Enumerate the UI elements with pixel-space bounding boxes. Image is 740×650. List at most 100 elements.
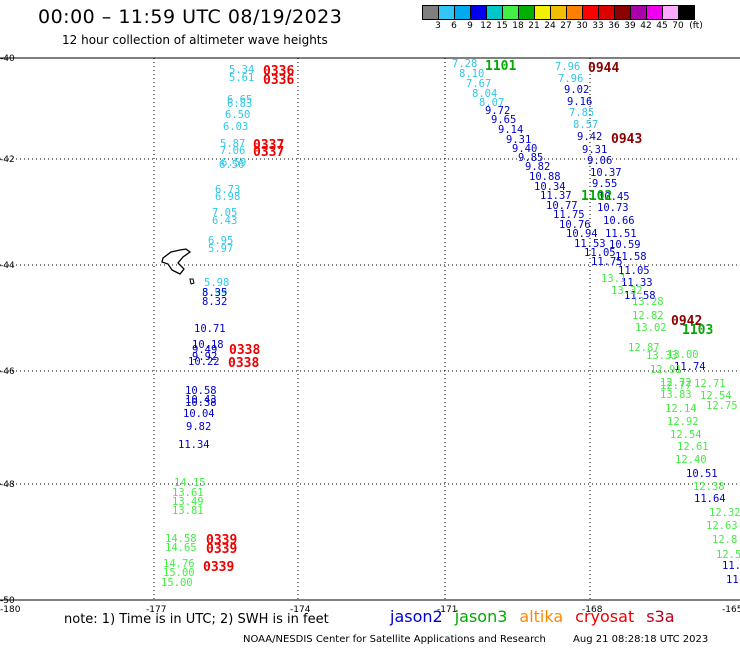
pass-time-label: 0339 [203,560,234,575]
wave-height-label: 12.61 [677,441,709,453]
wave-height-label: 11.9 [726,574,740,586]
pass-time-label: 0339 [206,533,237,548]
wave-height-label: 9.92 [192,351,217,363]
y-axis-label: -46 [0,367,15,377]
scale-label: 15 [496,21,508,31]
pass-time-label: 0943 [611,132,642,147]
wave-height-label: 8.32 [202,296,227,308]
wave-height-label: 13.61 [172,487,204,499]
wave-height-label: 7.05 [212,207,237,219]
scale-label: 21 [528,21,540,31]
island-coastline [161,248,195,285]
wave-height-label: 9.49 [192,344,217,356]
wave-height-label: 6.56 [219,159,244,171]
wave-height-label: 12.54 [670,429,702,441]
wave-height-label: 5.61 [229,72,254,84]
pass-time-label: 1103 [682,323,713,338]
wave-height-label: 5.34 [229,64,254,76]
wave-height-label: 7.06 [220,145,245,157]
wave-height-label: 13.33 [646,350,678,362]
wave-height-label: 13.1 [601,273,626,285]
wave-height-label: 10.88 [529,171,561,183]
wave-height-label: 9.72 [485,105,510,117]
wave-height-label: 9.31 [506,134,531,146]
wave-height-label: 11.75 [591,256,623,268]
wave-height-label: 10.94 [566,228,598,240]
wave-height-label: 10.37 [590,167,622,179]
x-axis-label: -165 [722,605,740,615]
wave-height-label: 5.98 [204,277,229,289]
wave-height-label: 9.82 [525,161,550,173]
wave-height-label: 7.85 [569,107,594,119]
wave-height-label: 11.64 [694,493,726,505]
wave-height-label: 5.87 [220,138,245,150]
wave-height-label: 7.96 [555,61,580,73]
wave-height-label: 5.97 [208,243,233,255]
x-axis-labels: -180 -177 -174 -171 -168 -165 [0,605,740,615]
wave-height-label: 15.00 [163,567,195,579]
legend-cryosat: cryosat [575,607,635,626]
pass-time-label: 0336 [263,73,294,88]
pass-time-label: 0944 [588,61,619,76]
wave-height-label: 12.75 [706,400,738,412]
wave-height-label: 6.95 [208,235,233,247]
wave-height-label: 8.35 [202,287,227,299]
wave-height-label: 12.14 [665,403,697,415]
wave-height-label: 13.81 [172,505,204,517]
wave-height-label: 6.98 [215,191,240,203]
wave-height-label: 6.65 [227,94,252,106]
legend-altika: altika [519,607,564,626]
wave-height-label: 12.92 [667,416,699,428]
y-axis-label: -42 [0,155,15,165]
wave-height-label: 7.28 [452,58,477,70]
wave-height-label: 8.07 [479,97,504,109]
wave-height-observations: 5.345.61 6.656.836.506.03 5.877.066.596.56… [161,58,740,589]
map-title: 00:00 – 11:59 UTC 08/19/2023 [38,6,343,28]
wave-height-label: 11.51 [605,228,637,240]
pass-time-label: 0336 [263,64,294,79]
wave-height-label: 6.73 [215,184,240,196]
wave-height-label: 9.31 [582,144,607,156]
pass-time-label: 0338 [228,356,259,371]
pass-time-label: 1102 [581,189,612,204]
scale-label: 30 [576,21,588,31]
wave-height-label: 11.9 [722,560,740,572]
y-axis-label: -48 [0,480,15,490]
wave-height-label: 14.65 [165,542,197,554]
wave-height-label: 12.5 [716,549,740,561]
wave-height-label: 12.91 [650,364,682,376]
wave-height-label: 12.72 [660,377,692,389]
wave-height-label: 10.77 [546,200,578,212]
wave-height-label: 13.02 [635,322,667,334]
x-axis-label: -171 [437,605,457,615]
wave-height-label: 6.83 [227,98,252,110]
note-text: note: 1) Time is in UTC; 2) SWH is in fe… [64,612,329,627]
pass-time-label: 0337 [253,145,284,160]
wave-height-label: 9.82 [186,421,211,433]
wave-height-label: 10.59 [609,239,641,251]
scale-label: 27 [560,21,572,31]
scale-label: (ft) [689,21,703,31]
y-axis-labels: -40 -42 -44 -46 -48 -50 [0,54,15,606]
legend-jason2: jason2 [390,607,443,626]
wave-height-label: 12.63 [706,520,738,532]
wave-height-label: 12.32 [709,507,740,519]
wave-height-label: 8.04 [472,88,497,100]
wave-height-label: 12.87 [628,342,660,354]
gridlines [0,58,740,600]
y-axis-label: -44 [0,261,15,271]
scale-label: 3 [435,21,441,31]
wave-height-label: 9.02 [564,84,589,96]
wave-height-label: 10.73 [597,202,629,214]
wave-height-label: 11.75 [553,209,585,221]
wave-height-label: 11.74 [674,361,706,373]
pass-time-label: 0337 [253,138,284,153]
pass-time-label: 0942 [671,314,702,329]
wave-height-label: 9.65 [491,114,516,126]
wave-height-label: 8.57 [573,119,598,131]
wave-height-label: 10.43 [185,394,217,406]
wave-height-label: 6.03 [223,121,248,133]
wave-height-label: 6.50 [225,109,250,121]
wave-height-label: 12.40 [675,454,707,466]
